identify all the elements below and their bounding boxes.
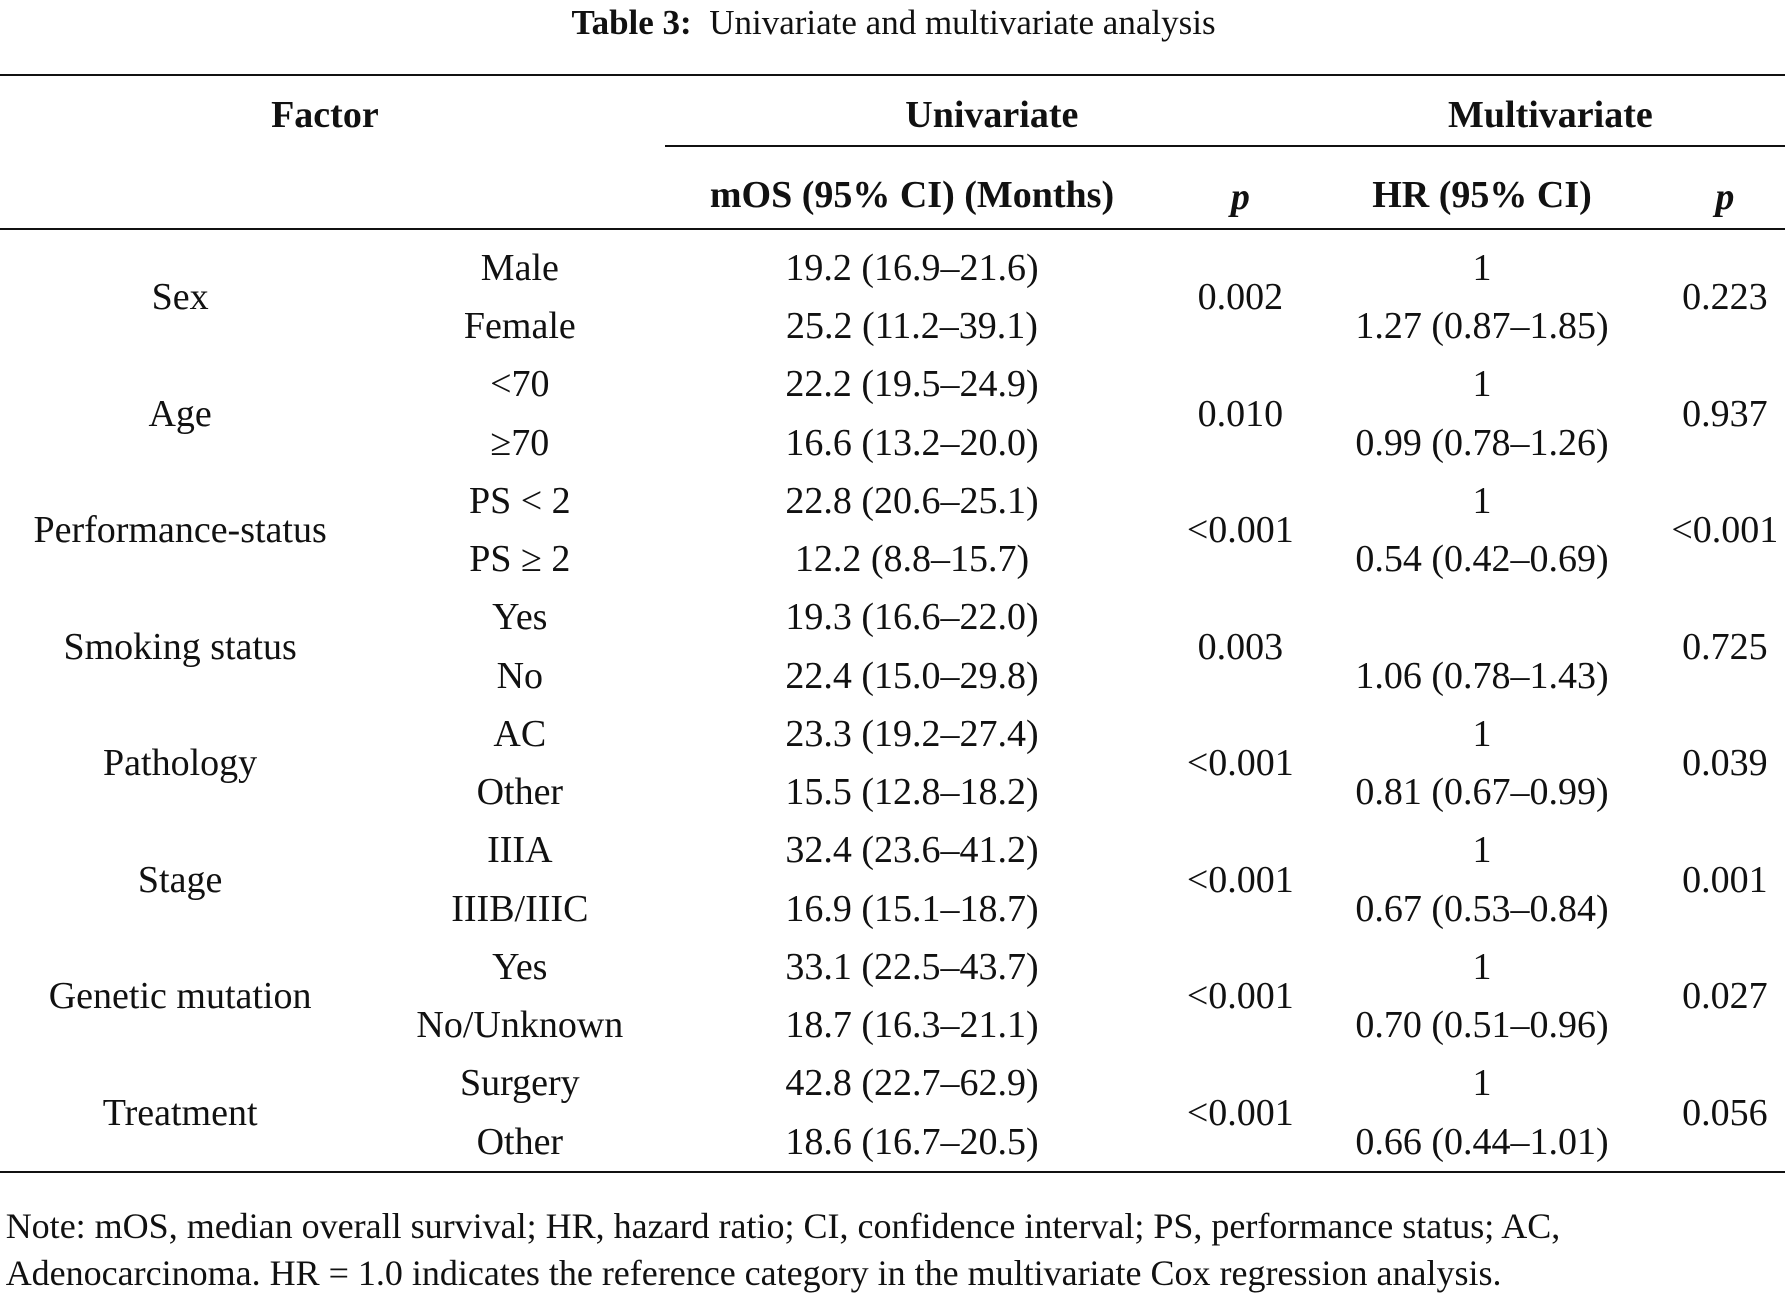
bottom-rule <box>0 1171 1785 1173</box>
p-value: <0.001 <box>1186 509 1294 552</box>
mos: 19.3 (16.6–22.0) <box>785 596 1039 639</box>
level: <70 <box>490 363 550 406</box>
factor: Smoking status <box>63 625 297 668</box>
p-value: 0.003 <box>1197 625 1284 668</box>
factor: Sex <box>151 276 209 319</box>
mos: 19.2 (16.9–21.6) <box>785 246 1039 289</box>
hr: 1 <box>1472 712 1492 755</box>
header-univariate: Univariate <box>905 94 1079 137</box>
mos: 22.8 (20.6–25.1) <box>785 479 1039 522</box>
p-value: 0.223 <box>1682 276 1768 319</box>
level: PS ≥ 2 <box>469 538 571 581</box>
factor: Treatment <box>102 1091 258 1134</box>
p-value: 0.002 <box>1197 276 1284 319</box>
mos: 16.9 (15.1–18.7) <box>785 887 1039 930</box>
hr: 1 <box>1472 363 1492 406</box>
level: ≥70 <box>490 421 550 464</box>
header-multivariate: Multivariate <box>1448 94 1653 137</box>
note-line: Note: mOS, median overall survival; HR, … <box>5 1205 1561 1246</box>
hr: 1.06 (0.78–1.43) <box>1355 654 1609 697</box>
mos: 33.1 (22.5–43.7) <box>785 945 1039 988</box>
p-value: 0.039 <box>1682 742 1768 785</box>
mos: 15.5 (12.8–18.2) <box>785 771 1039 814</box>
factor: Age <box>148 392 212 435</box>
hr: 1.27 (0.87–1.85) <box>1355 305 1609 348</box>
caption-text: Univariate and multivariate analysis <box>709 3 1216 42</box>
level: No/Unknown <box>416 1004 624 1047</box>
level: Yes <box>492 945 548 988</box>
p-value: <0.001 <box>1186 1091 1294 1134</box>
level: PS < 2 <box>468 479 571 522</box>
p-value: 0.001 <box>1682 858 1768 901</box>
mos: 22.2 (19.5–24.9) <box>785 363 1039 406</box>
level: Surgery <box>460 1062 580 1105</box>
p-value: 0.010 <box>1197 392 1284 435</box>
level: Female <box>463 305 576 348</box>
p-value: 0.027 <box>1682 975 1768 1018</box>
mos: 12.2 (8.8–15.7) <box>794 538 1030 581</box>
hr: 0.54 (0.42–0.69) <box>1355 538 1609 581</box>
p-value: <0.001 <box>1186 742 1294 785</box>
top-rule <box>0 74 1785 76</box>
p-value: 0.056 <box>1682 1091 1768 1134</box>
level: AC <box>493 712 547 755</box>
header-factor: Factor <box>271 94 379 137</box>
factor: Stage <box>137 858 223 901</box>
p-value: 0.937 <box>1682 392 1768 435</box>
hr: 1 <box>1472 479 1492 522</box>
group-rule <box>665 145 1785 147</box>
hr: 0.81 (0.67–0.99) <box>1355 771 1609 814</box>
hr: 0.99 (0.78–1.26) <box>1355 421 1609 464</box>
p-value: <0.001 <box>1671 509 1779 552</box>
hr: 1 <box>1472 1062 1492 1105</box>
header-p: p <box>1715 176 1735 219</box>
level: Other <box>476 771 564 814</box>
hr: 0.66 (0.44–1.01) <box>1355 1120 1609 1163</box>
hr: 1 <box>1472 945 1492 988</box>
note-line: Adenocarcinoma. HR = 1.0 indicates the r… <box>5 1253 1502 1294</box>
mos: 18.6 (16.7–20.5) <box>785 1120 1039 1163</box>
level: Yes <box>492 596 548 639</box>
mos: 22.4 (15.0–29.8) <box>785 654 1039 697</box>
mos: 16.6 (13.2–20.0) <box>785 421 1039 464</box>
p-value: <0.001 <box>1186 858 1294 901</box>
hr: 0.70 (0.51–0.96) <box>1355 1004 1609 1047</box>
mos: 32.4 (23.6–41.2) <box>785 829 1039 872</box>
factor: Performance-status <box>33 509 327 552</box>
level: IIIA <box>487 829 553 872</box>
factor: Genetic mutation <box>48 975 312 1018</box>
caption-label: Table 3: <box>571 3 692 42</box>
hr: 1 <box>1472 246 1492 289</box>
p-value: <0.001 <box>1186 975 1294 1018</box>
caption: Table 3: Univariate and multivariate ana… <box>0 3 1787 43</box>
level: Male <box>480 246 559 289</box>
header-p: p <box>1230 176 1250 219</box>
mos: 18.7 (16.3–21.1) <box>785 1004 1039 1047</box>
p-value: 0.725 <box>1682 625 1768 668</box>
mos: 23.3 (19.2–27.4) <box>785 712 1039 755</box>
hr: 1 <box>1472 829 1492 872</box>
header-mos: mOS (95% CI) (Months) <box>709 173 1115 216</box>
factor: Pathology <box>103 742 258 785</box>
header-rule <box>0 228 1785 230</box>
header-hr: HR (95% CI) <box>1372 173 1592 216</box>
level: No <box>496 654 544 697</box>
mos: 25.2 (11.2–39.1) <box>786 305 1038 348</box>
hr: 0.67 (0.53–0.84) <box>1355 887 1609 930</box>
mos: 42.8 (22.7–62.9) <box>785 1062 1039 1105</box>
level: Other <box>476 1120 564 1163</box>
level: IIIB/IIIC <box>451 887 589 930</box>
